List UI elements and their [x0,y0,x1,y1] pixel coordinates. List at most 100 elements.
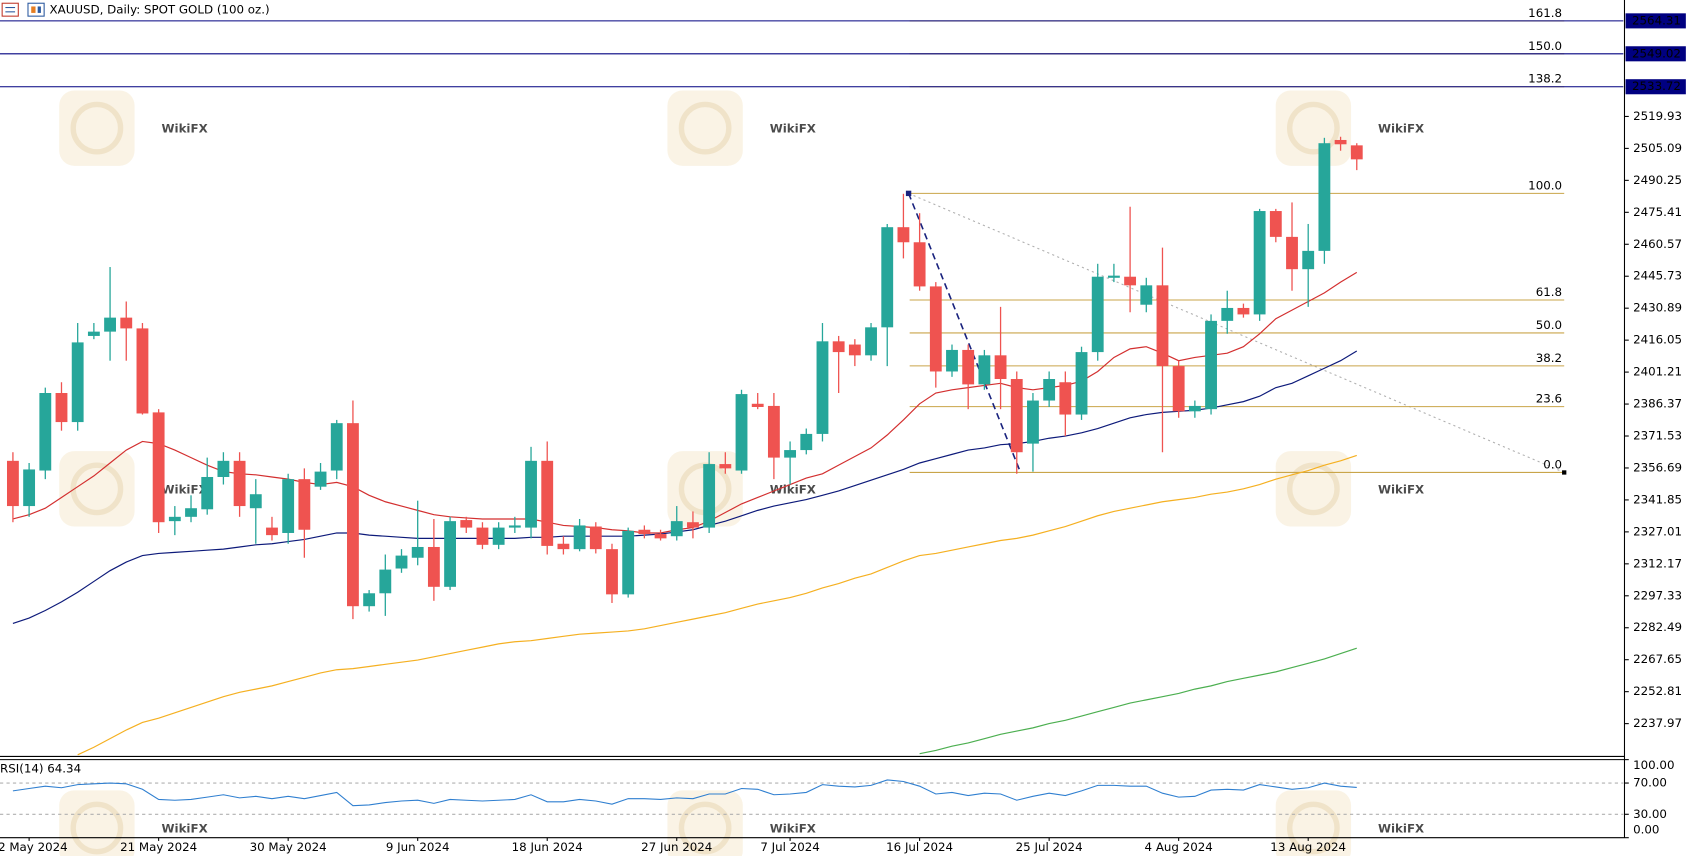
candle-body [87,331,100,336]
candle-body [427,546,440,587]
candle-body [735,394,748,471]
watermark-logo [1275,90,1352,166]
candle-body [282,479,295,533]
y-tick-label: 2505.09 [1633,141,1682,155]
candle-body [1269,211,1282,237]
candle-body [1091,276,1104,353]
line [77,454,1357,756]
watermark-logo [59,451,135,527]
candle-body [201,476,214,510]
candle-body [1205,320,1217,410]
x-tick-label: 16 Jul 2024 [886,840,953,854]
rsi-panel [0,779,1624,815]
y-tick-label: 2267.65 [1633,652,1682,666]
fib-label: 138.2 [1528,72,1562,86]
x-tick-label: 25 Jul 2024 [1016,840,1083,854]
watermark-logo [1275,451,1352,527]
watermark-logo [678,101,732,155]
icon [37,6,41,13]
watermark-text: WikiFX [1378,482,1424,496]
x-tick-label: 9 Jun 2024 [386,840,450,854]
candle-body [1188,405,1201,412]
watermark-text: WikiFX [1378,822,1424,836]
x-tick-label: 13 Aug 2024 [1270,840,1346,854]
candle-body [363,593,376,607]
candle-body [1107,275,1120,278]
price-label: 2533.72 [1632,79,1681,93]
watermark-text: WikiFX [1378,122,1424,136]
x-tick-label: 27 Jun 2024 [641,840,712,854]
x-tick-label: 18 Jun 2024 [512,840,583,854]
rsi-title: RSI(14) 64.34 [0,761,81,775]
candle-body [1124,276,1137,286]
watermark-logo [678,801,732,855]
y-tick-label: 2490.25 [1633,173,1682,187]
candle-body [39,393,52,471]
candle-body [589,526,602,550]
price-label: 2549.02 [1632,46,1681,60]
candle-body [379,569,392,594]
y-tick-label: 2282.49 [1633,620,1682,634]
header: XAUUSD, Daily: SPOT GOLD (100 oz.) RSI(1… [0,2,270,775]
y-tick-label: 2416.05 [1633,333,1682,347]
watermark-logo [667,90,743,166]
y-tick-label: 2460.57 [1633,237,1682,251]
candle-body [1156,285,1169,367]
line [12,350,1358,624]
candle-body [573,525,586,550]
y-tick-label: 2386.37 [1633,397,1682,411]
fib-label: 150.0 [1528,39,1562,53]
candle-body [929,286,942,372]
candle-body [411,546,424,558]
y-tick-label: 2519.93 [1633,109,1682,123]
candle-body [751,403,764,408]
y-tick-label: 2312.17 [1633,556,1682,570]
y-tick-label: 2252.81 [1633,684,1682,698]
candle-body [217,460,230,477]
candle-body [1027,400,1039,444]
line [12,779,1357,807]
fib-anchor-line [907,193,1022,473]
watermarks: WikiFX WikiFX WikiFX WikiFX WikiFX WikiFX Wiki… [59,90,1424,856]
candle-body [55,393,68,423]
candle-body [1221,307,1234,321]
y-tick-label: 2327.01 [1633,524,1682,538]
fib-label: 100.0 [1528,178,1562,192]
watermark-text: WikiFX [770,482,816,496]
candle-body [71,342,84,423]
candle-body [784,450,797,458]
candle-body [962,349,975,385]
candle-body [881,227,894,328]
candle-body [104,317,116,332]
price-label-box [1625,13,1686,29]
fib-label: 161.8 [1528,6,1562,20]
y-tick-label: 2430.89 [1633,301,1682,315]
candle-body [541,460,554,546]
watermark-text: WikiFX [161,482,207,496]
candle-body [185,508,197,517]
watermark-text: WikiFX [161,122,207,136]
fib-anchor [1562,470,1567,475]
candle-body [395,555,408,569]
candle-body [476,527,489,545]
candle-body [249,494,262,509]
y-tick-label: 2371.53 [1633,429,1682,443]
price-label-box [1625,79,1686,95]
candle-body [525,460,537,528]
watermark-text: WikiFX [770,822,816,836]
candle-body [444,521,456,587]
candle-body [946,349,958,372]
candle-body [816,341,829,434]
candle-body [1302,250,1315,270]
candle-body [687,522,699,528]
x-tick-label: 30 May 2024 [250,840,327,854]
candle-body [6,460,19,507]
candle-body [266,527,278,536]
watermark-logo [1286,801,1340,855]
candle-body [314,471,327,487]
